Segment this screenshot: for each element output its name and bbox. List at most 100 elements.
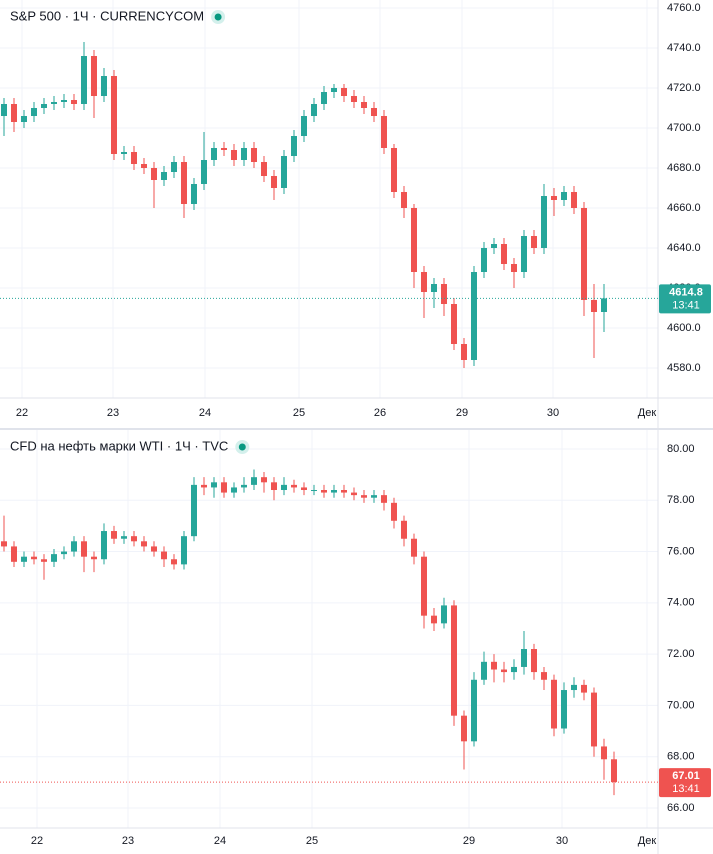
x-tick-label: Дек: [638, 407, 657, 419]
candle-body: [341, 490, 347, 493]
candle-body: [511, 666, 517, 673]
candle-body: [141, 541, 147, 547]
last-price-badge: [659, 768, 711, 798]
x-tick-label: 24: [199, 407, 211, 419]
candle-body: [211, 148, 217, 160]
y-tick-label: 4600.0: [667, 322, 701, 334]
x-tick-label: Дек: [638, 835, 657, 847]
candle-body: [551, 196, 557, 200]
candle-body: [271, 482, 277, 491]
candle-body: [261, 477, 267, 483]
candle-body: [331, 88, 337, 92]
candle-body: [581, 684, 587, 693]
candle-body: [31, 108, 37, 116]
candle-body: [181, 536, 187, 565]
candle-body: [221, 148, 227, 150]
candle-body: [301, 116, 307, 136]
candle-body: [561, 192, 567, 200]
countdown-label: 13:41: [672, 783, 700, 795]
candle-body: [471, 272, 477, 360]
candle-body: [171, 559, 177, 565]
candle-body: [361, 495, 367, 498]
candle-body: [131, 152, 137, 164]
candle-body: [251, 148, 257, 162]
candle-body: [11, 104, 17, 122]
candle-body: [241, 484, 247, 488]
candle-body: [71, 100, 77, 104]
x-tick-label: 29: [463, 835, 475, 847]
candle-body: [421, 556, 427, 616]
y-tick-label: 80.00: [667, 443, 695, 455]
candle-body: [151, 168, 157, 180]
y-tick-label: 74.00: [667, 597, 695, 609]
y-tick-label: 4700.0: [667, 122, 701, 134]
candle-body: [411, 208, 417, 272]
candle-body: [431, 615, 437, 624]
status-dot: [214, 13, 222, 21]
candle-body: [51, 102, 57, 104]
candle-body: [381, 116, 387, 148]
last-price-label: 67.01: [672, 770, 700, 782]
candle-body: [91, 556, 97, 560]
candle-body: [41, 559, 47, 562]
candle-body: [271, 176, 277, 188]
candle-body: [231, 487, 237, 493]
candle-body: [241, 148, 247, 160]
candle-body: [111, 76, 117, 154]
candle-body: [511, 264, 517, 272]
status-dot: [238, 443, 246, 451]
candle-body: [361, 102, 367, 108]
x-tick-label: 30: [556, 835, 568, 847]
candle-body: [571, 192, 577, 208]
candle-body: [41, 104, 47, 108]
candle-body: [451, 605, 457, 716]
candle-body: [591, 692, 597, 747]
last-price-label: 4614.8: [669, 286, 703, 298]
candle-body: [201, 484, 207, 488]
candle-body: [381, 495, 387, 503]
x-tick-label: 29: [456, 407, 468, 419]
candle-body: [491, 661, 497, 670]
candle-body: [611, 759, 617, 783]
candle-body: [321, 490, 327, 493]
x-tick-label: 22: [31, 835, 43, 847]
candle-body: [521, 236, 527, 272]
candle-body: [351, 492, 357, 496]
candle-body: [21, 116, 27, 122]
x-tick-label: 22: [16, 407, 28, 419]
candle-body: [261, 162, 267, 176]
x-tick-label: 23: [122, 835, 134, 847]
y-tick-label: 72.00: [667, 648, 695, 660]
candle-body: [291, 136, 297, 156]
candle-body: [541, 196, 547, 248]
candle-body: [81, 56, 87, 104]
candle-body: [341, 88, 347, 96]
pane-separator: [0, 428, 713, 430]
y-tick-label: 4720.0: [667, 82, 701, 94]
candle-body: [31, 556, 37, 560]
candle-body: [51, 554, 57, 562]
candle-body: [61, 100, 67, 102]
candle-body: [461, 715, 467, 742]
y-tick-label: 4640.0: [667, 242, 701, 254]
candle-body: [181, 162, 187, 204]
candle-body: [451, 304, 457, 344]
candle-body: [581, 208, 587, 300]
candle-body: [571, 684, 577, 691]
candle-body: [121, 152, 127, 154]
candle-body: [371, 108, 377, 116]
candle-body: [411, 538, 417, 557]
candle-body: [191, 184, 197, 204]
x-tick-label: 25: [293, 407, 305, 419]
y-tick-label: 4580.0: [667, 362, 701, 374]
last-price-badge: [659, 284, 711, 314]
candle-body: [121, 536, 127, 539]
candle-body: [301, 487, 307, 491]
candle-body: [461, 344, 467, 360]
candle-body: [441, 605, 447, 624]
candle-body: [401, 192, 407, 208]
candle-body: [311, 490, 317, 492]
y-tick-label: 70.00: [667, 699, 695, 711]
candle-body: [91, 56, 97, 96]
